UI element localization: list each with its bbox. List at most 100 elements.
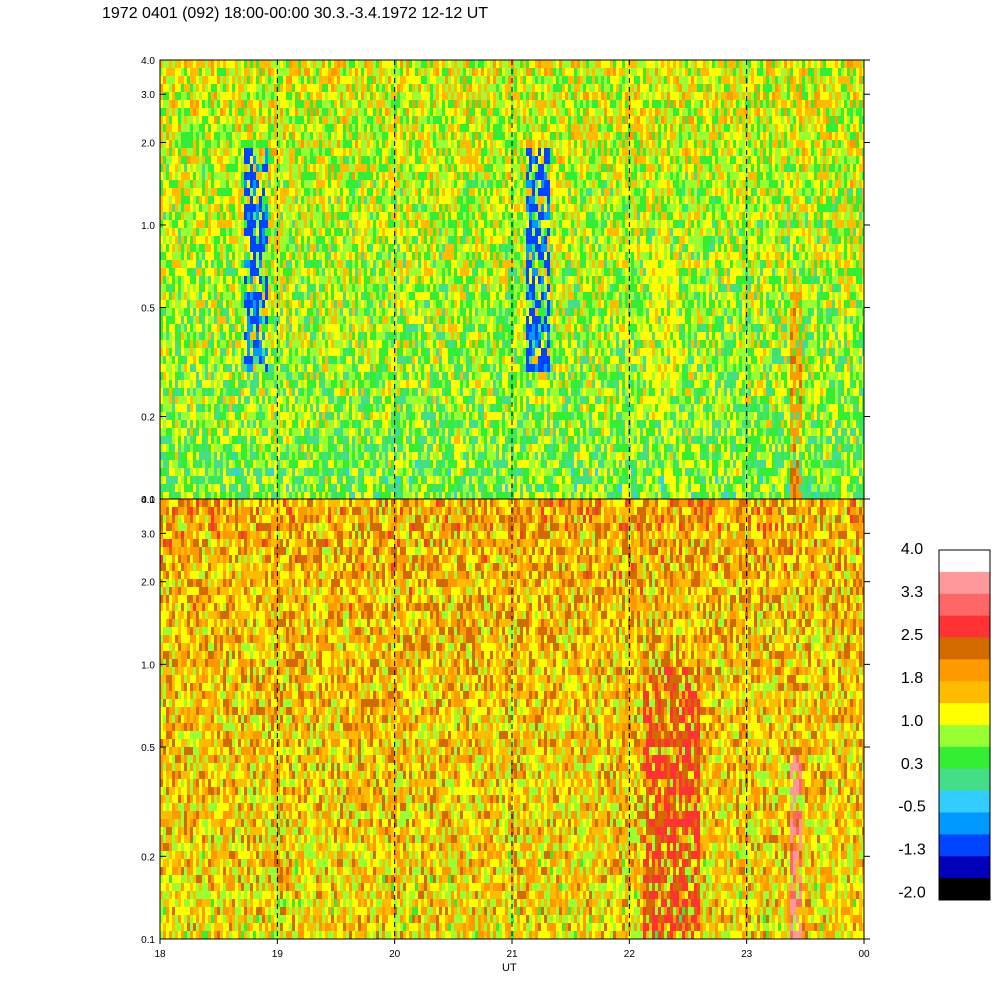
heatmap-cell — [172, 84, 176, 93]
heatmap-cell — [223, 292, 227, 301]
heatmap-cell — [352, 396, 356, 405]
heatmap-cell — [238, 324, 242, 333]
heatmap-cell — [421, 444, 425, 453]
heatmap-cell — [160, 332, 164, 341]
heatmap-cell — [394, 492, 398, 499]
heatmap-cell — [259, 132, 263, 141]
heatmap-cell — [412, 308, 416, 317]
heatmap-cell — [427, 308, 431, 317]
heatmap-cell — [301, 276, 305, 285]
heatmap-cell — [325, 420, 329, 429]
heatmap-cell — [325, 380, 329, 389]
heatmap-cell — [175, 60, 179, 69]
heatmap-cell — [310, 276, 314, 285]
heatmap-cell — [220, 492, 224, 499]
heatmap-cell — [352, 492, 356, 499]
heatmap-cell — [334, 316, 338, 325]
heatmap-cell — [289, 412, 293, 421]
heatmap-cell — [370, 116, 374, 125]
heatmap-cell — [283, 204, 287, 213]
heatmap-cell — [256, 428, 260, 437]
heatmap-cell — [358, 292, 362, 301]
heatmap-cell — [250, 476, 254, 485]
heatmap-cell — [229, 220, 233, 229]
heatmap-cell — [232, 388, 236, 397]
heatmap-cell — [253, 84, 257, 93]
heatmap-cell — [295, 372, 299, 381]
heatmap-cell — [310, 148, 314, 157]
heatmap-cell — [403, 356, 407, 365]
heatmap-cell — [343, 268, 347, 277]
heatmap-cell — [421, 348, 425, 357]
heatmap-cell — [181, 412, 185, 421]
heatmap-cell — [292, 268, 296, 277]
heatmap-cell — [355, 300, 359, 309]
heatmap-cell — [196, 92, 200, 101]
heatmap-cell — [391, 108, 395, 117]
heatmap-cell — [190, 340, 194, 349]
heatmap-cell — [184, 76, 188, 85]
heatmap-cell — [313, 260, 317, 269]
heatmap-cell — [331, 212, 335, 221]
heatmap-cell — [226, 356, 230, 365]
heatmap-cell — [415, 492, 419, 499]
heatmap-cell — [301, 300, 305, 309]
heatmap-cell — [424, 180, 428, 189]
heatmap-cell — [214, 276, 218, 285]
heatmap-cell — [298, 412, 302, 421]
heatmap-cell — [217, 396, 221, 405]
heatmap-cell — [379, 124, 383, 133]
heatmap-cell — [226, 420, 230, 429]
heatmap-cell — [340, 276, 344, 285]
heatmap-cell — [184, 484, 188, 493]
heatmap-cell — [379, 460, 383, 469]
heatmap-cell — [403, 332, 407, 341]
heatmap-cell — [181, 476, 185, 485]
heatmap-cell — [403, 172, 407, 181]
heatmap-cell — [304, 68, 308, 77]
heatmap-cell — [238, 284, 242, 293]
heatmap-cell — [163, 476, 167, 485]
heatmap-cell — [223, 476, 227, 485]
heatmap-cell — [235, 396, 239, 405]
heatmap-cell — [421, 396, 425, 405]
heatmap-cell — [364, 116, 368, 125]
heatmap-cell — [298, 164, 302, 173]
heatmap-cell — [235, 76, 239, 85]
heatmap-cell — [298, 356, 302, 365]
heatmap-cell — [328, 412, 332, 421]
heatmap-cell — [253, 124, 257, 133]
heatmap-cell — [310, 444, 314, 453]
heatmap-cell — [361, 92, 365, 101]
heatmap-cell — [214, 204, 218, 213]
heatmap-cell — [184, 260, 188, 269]
heatmap-cell — [208, 348, 212, 357]
heatmap-cell — [256, 60, 260, 69]
heatmap-cell — [319, 236, 323, 245]
heatmap-cell — [235, 284, 239, 293]
heatmap-cell — [376, 460, 380, 469]
heatmap-cell — [280, 188, 284, 197]
heatmap-cell — [181, 284, 185, 293]
heatmap-cell — [319, 60, 323, 69]
heatmap-cell — [382, 420, 386, 429]
heatmap-cell — [181, 292, 185, 301]
heatmap-cell — [352, 124, 356, 133]
heatmap-cell — [406, 124, 410, 133]
heatmap-cell — [202, 460, 206, 469]
heatmap-cell — [187, 372, 191, 381]
heatmap-cell — [202, 428, 206, 437]
heatmap-cell — [280, 68, 284, 77]
heatmap-cell — [193, 420, 197, 429]
heatmap-cell — [367, 124, 371, 133]
heatmap-cell — [391, 124, 395, 133]
heatmap-cell — [259, 436, 263, 445]
heatmap-cell — [205, 220, 209, 229]
heatmap-cell — [193, 468, 197, 477]
heatmap-cell — [427, 204, 431, 213]
heatmap-cell — [166, 228, 170, 237]
heatmap-cell — [229, 244, 233, 253]
heatmap-cell — [199, 460, 203, 469]
heatmap-cell — [421, 316, 425, 325]
heatmap-cell — [175, 204, 179, 213]
